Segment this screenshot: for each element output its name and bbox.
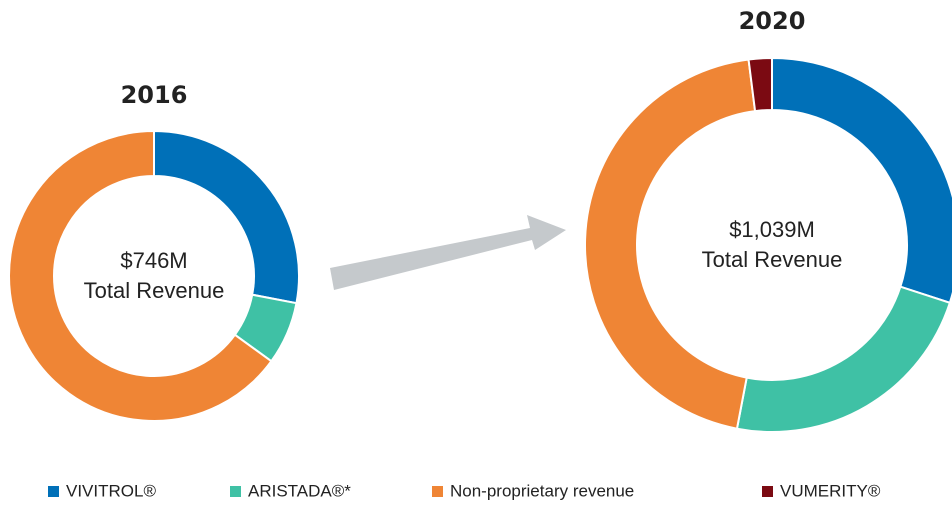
- center-label: $1,039M: [729, 217, 815, 242]
- donut-slice: [747, 56, 773, 113]
- legend-label: ARISTADA®*: [248, 481, 351, 500]
- arrow: [330, 215, 566, 290]
- legend-swatch: [762, 486, 773, 497]
- legend-label: Non-proprietary revenue: [450, 481, 634, 500]
- center-label: Total Revenue: [84, 278, 225, 303]
- chart-title: 2016: [121, 81, 188, 109]
- donut-slice: [8, 129, 273, 422]
- legend-swatch: [432, 486, 443, 497]
- center-label: $746M: [120, 248, 187, 273]
- donut-slice: [735, 285, 952, 433]
- legend-swatch: [48, 486, 59, 497]
- donut-slice: [584, 58, 757, 430]
- chart-title: 2020: [739, 7, 806, 35]
- legend-swatch: [230, 486, 241, 497]
- legend-label: VUMERITY®: [780, 481, 881, 500]
- center-label: Total Revenue: [702, 247, 843, 272]
- legend-label: VIVITROL®: [66, 481, 156, 500]
